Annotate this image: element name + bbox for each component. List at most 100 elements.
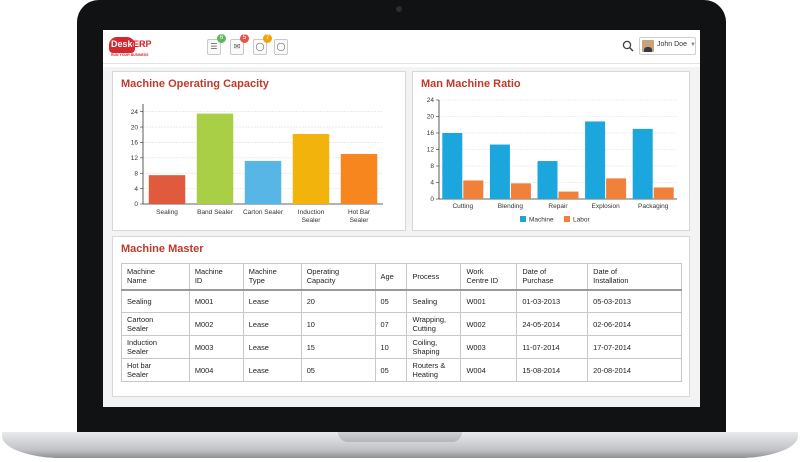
machine-master-title: Machine Master [121, 243, 204, 255]
bar [585, 121, 606, 199]
table-cell: Induction Sealer [121, 335, 190, 359]
x-tick-label: Sealer [302, 217, 322, 224]
tasks-count-badge: 6 [217, 34, 226, 43]
table-cell: Coiling, Shaping [406, 335, 462, 359]
column-header[interactable]: Machine Type [242, 263, 302, 291]
table-cell: 07 [374, 312, 408, 336]
table-cell: 02-06-2014 [587, 312, 682, 336]
x-tick-label: Sealer [350, 217, 370, 224]
brand-logo[interactable]: Deskera ERP RUN YOUR BUSINESS [109, 37, 157, 59]
bar [489, 144, 510, 199]
legend-swatch [520, 216, 526, 222]
table-cell: Sealing [406, 289, 462, 313]
table-cell: 05-03-2013 [587, 289, 682, 313]
y-tick-label: 24 [131, 109, 139, 116]
column-header[interactable]: Date of Purchase [516, 263, 589, 291]
legend-swatch [564, 216, 570, 222]
table-cell: Cartoon Sealer [121, 312, 190, 336]
notifications-button[interactable]: ◯ 7 [253, 34, 272, 55]
logo-text-primary: Deskera [111, 39, 147, 49]
avatar [642, 40, 654, 52]
table-row[interactable]: Cartoon Sealer M002 Lease 10 07 Wrapping, Cutti… [121, 312, 682, 336]
y-tick-label: 0 [430, 196, 434, 203]
table-cell: 11-07-2014 [516, 335, 589, 359]
y-tick-label: 20 [427, 114, 435, 121]
table-cell: M003 [188, 335, 244, 359]
chat-button[interactable]: ◯ [274, 39, 288, 55]
column-header[interactable]: Operating Capacity [300, 263, 376, 291]
y-tick-label: 12 [427, 147, 435, 154]
column-header[interactable]: Age [374, 263, 408, 291]
ratio-chart: 0 4 8 12 16 20 24 Cutting Blending Repair Explosio… [427, 97, 677, 224]
y-tick-label: 20 [131, 124, 139, 131]
tasks-button[interactable]: ☰ 6 [207, 34, 226, 55]
ratio-panel: Man Machine Ratio 0 4 8 12 16 20 24 Cutting Blen… [412, 71, 690, 231]
bar [340, 154, 378, 204]
table-cell: M004 [188, 358, 244, 382]
table-cell: W004 [460, 358, 518, 382]
table-row[interactable]: Induction Sealer M003 Lease 15 10 Coiling, Shap… [121, 335, 682, 359]
table-cell: 17-07-2014 [587, 335, 682, 359]
table-cell: 20 [300, 289, 376, 313]
table-cell: 01-03-2013 [516, 289, 589, 313]
y-tick-label: 16 [131, 140, 139, 147]
table-header-row: Machine Name Machine ID Machine Type Operating… [121, 263, 682, 291]
laptop-notch [338, 432, 462, 442]
x-tick-label: Induction [298, 209, 325, 216]
bar [558, 191, 579, 199]
bar [537, 161, 558, 199]
column-header[interactable]: Process [406, 263, 462, 291]
table-row[interactable]: Hot bar Sealer M004 Lease 05 05 Routers & Heati… [121, 358, 682, 382]
table-cell: Hot bar Sealer [121, 358, 190, 382]
search-icon[interactable] [622, 40, 634, 52]
x-tick-label: Hot Bar [348, 209, 371, 216]
column-header[interactable]: Date of Installation [587, 263, 682, 291]
ratio-panel-title: Man Machine Ratio [421, 78, 521, 90]
table-cell: 15-08-2014 [516, 358, 589, 382]
table-cell: 24-05-2014 [516, 312, 589, 336]
mail-count-badge: 5 [240, 34, 249, 43]
user-menu[interactable]: John Doe ▼ [639, 37, 696, 55]
table-cell: M001 [188, 289, 244, 313]
logo-cloud-icon [109, 37, 135, 53]
table-cell: 05 [374, 358, 408, 382]
user-name: John Doe [657, 41, 687, 48]
table-cell: Routers & Heating [406, 358, 462, 382]
y-tick-label: 0 [134, 201, 138, 208]
mail-button[interactable]: ✉ 5 [230, 34, 249, 55]
y-tick-label: 4 [134, 186, 138, 193]
bar [463, 180, 484, 199]
column-header[interactable]: Work Centre ID [460, 263, 518, 291]
dashboard: Machine Operating Capacity 0 4 8 12 16 20 24 Se… [103, 67, 700, 407]
x-tick-label: Explosion [592, 203, 621, 210]
table-cell: M002 [188, 312, 244, 336]
table-cell: Sealing [121, 289, 190, 313]
y-tick-label: 4 [430, 180, 434, 187]
column-header[interactable]: Machine ID [188, 263, 244, 291]
x-tick-label: Sealing [156, 209, 178, 216]
notifications-count-badge: 7 [263, 34, 272, 43]
machine-master-table: Machine Name Machine ID Machine Type Operating… [121, 263, 682, 382]
table-row[interactable]: Sealing M001 Lease 20 05 Sealing W001 01-03-201… [121, 289, 682, 313]
camera-dot [396, 6, 402, 12]
logo-text-suffix: ERP [133, 39, 152, 49]
bar [196, 113, 234, 204]
logo-tagline: RUN YOUR BUSINESS [111, 53, 149, 57]
table-cell: Lease [242, 289, 302, 313]
bell-icon: ◯ [255, 42, 265, 51]
table-cell: 10 [374, 335, 408, 359]
table-cell: W001 [460, 289, 518, 313]
legend-label: Labor [573, 217, 590, 224]
table-cell: W003 [460, 335, 518, 359]
y-tick-label: 24 [427, 97, 435, 104]
chat-icon: ◯ [276, 42, 286, 51]
column-header[interactable]: Machine Name [121, 263, 190, 291]
chevron-down-icon: ▼ [690, 42, 696, 48]
x-tick-label: Band Sealer [197, 209, 234, 216]
x-tick-label: Repair [548, 203, 568, 210]
x-tick-label: Cutting [452, 203, 473, 210]
table-cell: Lease [242, 358, 302, 382]
table-cell: 10 [300, 312, 376, 336]
bar [442, 133, 463, 199]
bar [510, 183, 531, 199]
